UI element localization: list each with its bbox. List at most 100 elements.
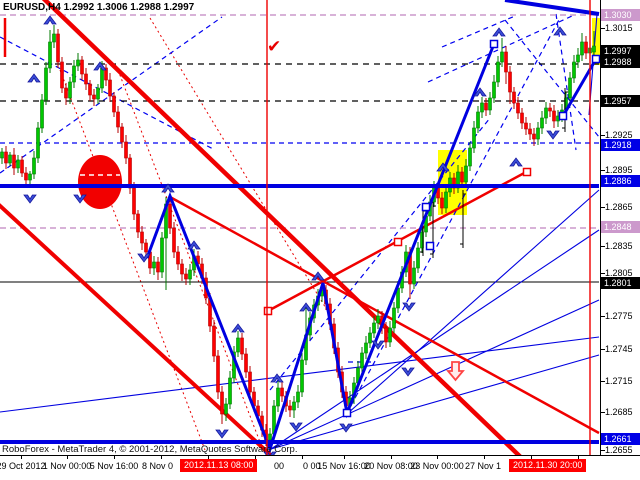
candle-body <box>544 107 548 119</box>
price-label: 1.3030 <box>601 9 640 21</box>
candle-body <box>240 337 244 355</box>
candle-body <box>500 51 504 63</box>
candle-body <box>116 111 120 128</box>
candle-body <box>136 213 140 233</box>
fractal-up-icon <box>509 157 523 167</box>
candle-body <box>4 151 8 164</box>
time-label: 15 Nov 16:00 <box>317 461 371 471</box>
candle-body <box>292 401 296 411</box>
fractal-down-icon <box>289 422 303 432</box>
candle-body <box>528 128 532 135</box>
candle-body <box>16 159 20 169</box>
price-label: 1.2865 <box>605 202 633 212</box>
candle-body <box>52 33 56 43</box>
fractal-up-icon <box>553 26 567 36</box>
copyright-text: RoboForex - MetaTrader 4, © 2001-2012, M… <box>2 444 298 455</box>
price-label: 1.2685 <box>605 407 633 417</box>
candle-body <box>476 111 480 129</box>
candle-body <box>496 61 500 83</box>
candle-body <box>224 403 228 415</box>
red-ellipse-marker <box>78 155 122 209</box>
zigzag-line <box>145 43 496 454</box>
candle-body <box>12 154 16 169</box>
candle-body <box>444 191 448 209</box>
price-label: 1.2997 <box>601 45 640 57</box>
candle-body <box>72 65 76 83</box>
time-tick <box>437 456 438 459</box>
candle-body <box>576 54 580 63</box>
candle-body <box>56 33 60 63</box>
fractal-up-icon <box>311 271 325 281</box>
price-label: 1.2925 <box>605 130 633 140</box>
price-tick <box>601 450 605 451</box>
candle-body <box>212 325 216 357</box>
blue-handle-square <box>489 39 499 49</box>
candle-body <box>168 203 172 229</box>
fractal-down-icon <box>73 194 87 204</box>
time-tick <box>21 456 22 459</box>
time-label: 5 Nov 16:00 <box>89 461 139 471</box>
candle-body <box>460 171 464 183</box>
candle-body <box>88 83 92 96</box>
time-label: 27 Nov 1 <box>465 461 502 471</box>
fractal-up-icon <box>492 27 506 37</box>
blue-dashed-line <box>555 13 577 151</box>
candle-body <box>120 126 124 143</box>
fractal-down-icon <box>137 253 151 263</box>
candle-body <box>112 95 116 113</box>
fractal-up-icon <box>161 183 175 193</box>
candle-body <box>76 59 80 67</box>
candle-body <box>372 322 376 334</box>
price-label: 1.2715 <box>605 376 633 386</box>
fractal-down-icon <box>402 302 416 312</box>
candle-body <box>488 97 492 111</box>
candle-body <box>416 247 420 269</box>
time-tick <box>208 456 209 459</box>
candle-body <box>288 405 292 411</box>
time-label-highlighted: 2012.11.13 08:00 <box>180 459 258 472</box>
price-tick <box>601 28 605 29</box>
price-label: 1.2661 <box>601 433 640 445</box>
candle-body <box>244 353 248 373</box>
price-tick <box>601 207 605 208</box>
price-tick <box>601 170 605 171</box>
candle-body <box>516 102 520 114</box>
candle-body <box>32 157 36 175</box>
candle-body <box>512 91 516 104</box>
time-axis[interactable]: 29 Oct 2012 1 Nov 00:00 5 Nov 16:00 8 Nov 0… <box>0 455 640 480</box>
candle-body <box>280 387 284 397</box>
price-label: 1.2886 <box>601 175 640 187</box>
red-trend-line <box>0 203 274 455</box>
candle-body <box>80 59 84 75</box>
candle-body <box>584 41 588 54</box>
chart-plot-area[interactable]: ✔ EURUSD,H4 1.2992 1.3006 1.2988 1.2997 … <box>0 0 600 455</box>
fractal-down-icon <box>23 194 37 204</box>
candle-body <box>108 79 112 97</box>
candle-body <box>552 110 556 122</box>
candle-body <box>40 99 44 129</box>
candle-body <box>220 391 224 415</box>
candle-body <box>36 127 40 159</box>
fractal-up-icon <box>43 15 57 25</box>
fractal-down-icon <box>339 423 353 433</box>
checkmark-icon: ✔ <box>267 37 281 57</box>
highlight-zone <box>592 18 600 65</box>
candle-body <box>44 67 48 101</box>
time-tick <box>302 456 303 459</box>
candle-body <box>92 94 96 100</box>
candle-body <box>228 377 232 405</box>
red-handle-square <box>263 306 273 316</box>
blue-fan-line <box>346 189 600 415</box>
candle-body <box>268 433 272 441</box>
candle-body <box>480 102 484 113</box>
candle-body <box>300 359 304 393</box>
candle-body <box>188 269 192 280</box>
chart-title: EURUSD,H4 1.2992 1.3006 1.2988 1.2997 <box>3 2 195 13</box>
price-axis[interactable]: 1.3030 1.3015 1.2997 1.2988 1.2957 1.2925 1.29… <box>600 0 640 455</box>
blue-handle-square <box>558 111 568 121</box>
candle-body <box>144 242 148 253</box>
candle-body <box>172 227 176 253</box>
price-label: 1.2918 <box>601 139 640 151</box>
candle-body <box>368 332 372 344</box>
